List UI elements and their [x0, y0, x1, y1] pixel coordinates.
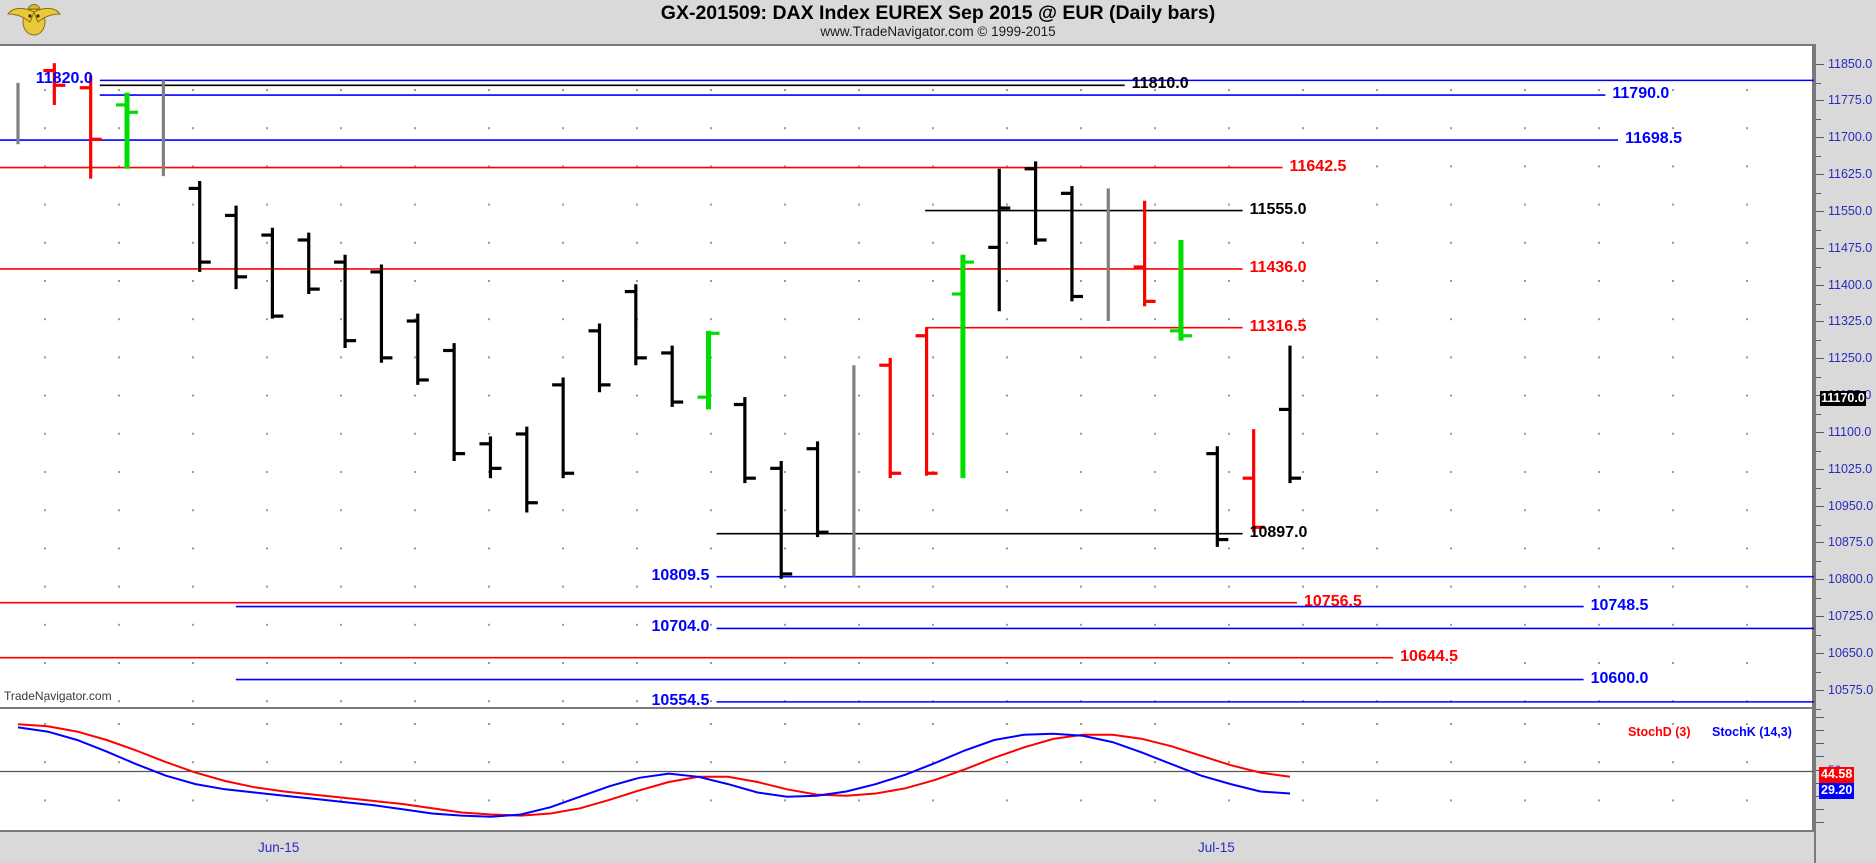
- page-title: GX-201509: DAX Index EUREX Sep 2015 @ EU…: [660, 2, 1216, 24]
- price-axis-minor-tickmark: [1816, 229, 1821, 231]
- price-axis-tick: 11775.0: [1828, 93, 1873, 108]
- price-axis-tickmark: [1816, 63, 1824, 65]
- price-axis-tickmark: [1816, 505, 1824, 507]
- price-axis-tickmark: [1816, 542, 1824, 544]
- price-axis-tickmark: [1816, 174, 1824, 176]
- stochastic-lines: [0, 723, 1814, 818]
- price-level-label: 11820.0: [35, 70, 93, 88]
- price-level-label: 10554.5: [651, 691, 710, 709]
- page-subtitle: www.TradeNavigator.com © 1999-2015: [820, 24, 1056, 39]
- price-axis-tickmark: [1816, 321, 1824, 323]
- stoch-axis-tickmark: [1816, 822, 1824, 823]
- price-axis-tickmark: [1816, 247, 1824, 249]
- ohlc-bars: [16, 63, 1301, 579]
- price-axis-tickmark: [1816, 616, 1824, 618]
- stoch-d-value-badge: 44.58: [1819, 767, 1855, 783]
- legend-stoch-d: StochD (3): [1628, 725, 1691, 739]
- stoch-k-value-badge: 29.20: [1819, 783, 1855, 800]
- price-axis[interactable]: 11850.0 11775.0 11700.0 11625.0 11550.0 11475…: [1814, 44, 1876, 863]
- price-axis-minor-tickmark: [1816, 193, 1821, 195]
- price-axis-tickmark: [1816, 579, 1824, 581]
- price-level-label: 10704.0: [651, 618, 710, 636]
- price-axis-tickmark: [1816, 358, 1824, 360]
- price-axis-tick: 11100.0: [1828, 424, 1872, 439]
- price-axis-minor-tickmark: [1816, 377, 1821, 379]
- price-axis-minor-tickmark: [1816, 524, 1821, 526]
- price-axis-tick: 10725.0: [1828, 609, 1874, 624]
- price-level-label: 10644.5: [1400, 647, 1458, 665]
- stochastic-subchart[interactable]: StochD (3) StochK (14,3): [0, 707, 1814, 830]
- price-level-label: 11790.0: [1612, 85, 1670, 103]
- stochastic-grid: [44, 723, 1748, 802]
- watermark: TradeNavigator.com: [4, 689, 112, 703]
- price-axis-minor-tickmark: [1816, 340, 1821, 342]
- price-axis-tick: 10875.0: [1828, 535, 1874, 550]
- price-axis-minor-tickmark: [1816, 156, 1821, 158]
- price-axis-tickmark: [1816, 468, 1824, 470]
- price-axis-tick: 10575.0: [1828, 682, 1874, 697]
- stoch-axis-tickmark: [1816, 730, 1824, 732]
- price-axis-tick: 11850.0: [1828, 56, 1873, 71]
- price-axis-minor-tickmark: [1816, 561, 1821, 563]
- price-level-label: 11698.5: [1625, 130, 1683, 148]
- price-axis-tickmark: [1816, 689, 1824, 691]
- price-axis-tick: 11475.0: [1828, 240, 1873, 255]
- eagle-logo-icon: [7, 4, 61, 36]
- price-axis-tick: 10950.0: [1828, 498, 1874, 513]
- stoch-axis-tickmark: [1816, 808, 1824, 810]
- price-axis-tickmark: [1816, 100, 1824, 102]
- price-level-label: 11555.0: [1249, 200, 1307, 218]
- price-axis-tickmark: [1816, 284, 1824, 286]
- price-axis-minor-tickmark: [1816, 671, 1821, 673]
- price-level-label: 10897.0: [1249, 523, 1308, 541]
- price-axis-tick: 11025.0: [1828, 461, 1873, 476]
- price-axis-tick: 10800.0: [1828, 572, 1874, 587]
- price-axis-minor-tickmark: [1816, 450, 1821, 452]
- price-axis-tick: 11550.0: [1828, 203, 1873, 218]
- price-axis-tick: 10650.0: [1828, 645, 1874, 660]
- price-axis-minor-tickmark: [1816, 414, 1821, 416]
- price-plot[interactable]: 11820.0 11810.0 11790.0 11698.5 11642.5 11555…: [0, 44, 1814, 709]
- price-axis-tick: 11250.0: [1828, 351, 1873, 366]
- price-axis-tick: 11700.0: [1828, 130, 1873, 145]
- price-axis-minor-tickmark: [1816, 487, 1821, 489]
- price-axis-tick: 11625.0: [1828, 167, 1873, 182]
- time-axis-label-0: Jun-15: [258, 840, 300, 855]
- price-axis-minor-tickmark: [1816, 303, 1821, 305]
- price-level-lines: [0, 79, 1814, 703]
- price-axis-tick: 11400.0: [1828, 277, 1873, 292]
- price-axis-tick: 11325.0: [1828, 314, 1873, 329]
- price-level-label: 10756.5: [1304, 592, 1362, 610]
- stoch-axis-tickmark: [1816, 743, 1824, 745]
- stoch-axis-tickmark: [1816, 782, 1824, 784]
- price-axis-tickmark: [1816, 652, 1824, 654]
- price-axis-tickmark: [1816, 210, 1824, 212]
- price-level-label: 11810.0: [1131, 75, 1189, 93]
- price-axis-minor-tickmark: [1816, 598, 1821, 600]
- price-axis-tickmark: [1816, 137, 1824, 139]
- price-axis-minor-tickmark: [1816, 635, 1821, 637]
- price-level-label: 10600.0: [1590, 669, 1649, 687]
- time-axis: Jun-15 Jul-15: [0, 830, 1814, 863]
- price-axis-minor-tickmark: [1816, 708, 1821, 710]
- price-axis-minor-tickmark: [1816, 82, 1821, 84]
- time-axis-label-1: Jul-15: [1198, 840, 1235, 855]
- price-axis-minor-tickmark: [1816, 119, 1821, 121]
- stoch-axis-tickmark: [1816, 717, 1824, 718]
- price-axis-tickmark: [1816, 431, 1824, 433]
- price-level-label: 11436.0: [1249, 258, 1307, 276]
- legend-stoch-k: StochK (14,3): [1712, 725, 1792, 739]
- price-level-label: 10748.5: [1590, 596, 1649, 614]
- price-level-label: 10809.5: [651, 566, 710, 584]
- price-axis-minor-tickmark: [1816, 266, 1821, 268]
- chart-header: GX-201509: DAX Index EUREX Sep 2015 @ EU…: [0, 0, 1876, 44]
- stoch-axis-tickmark: [1816, 756, 1824, 758]
- price-level-label: 11316.5: [1249, 317, 1307, 335]
- current-price-marker: 11170.0: [1820, 390, 1866, 406]
- price-level-label: 11642.5: [1289, 157, 1347, 175]
